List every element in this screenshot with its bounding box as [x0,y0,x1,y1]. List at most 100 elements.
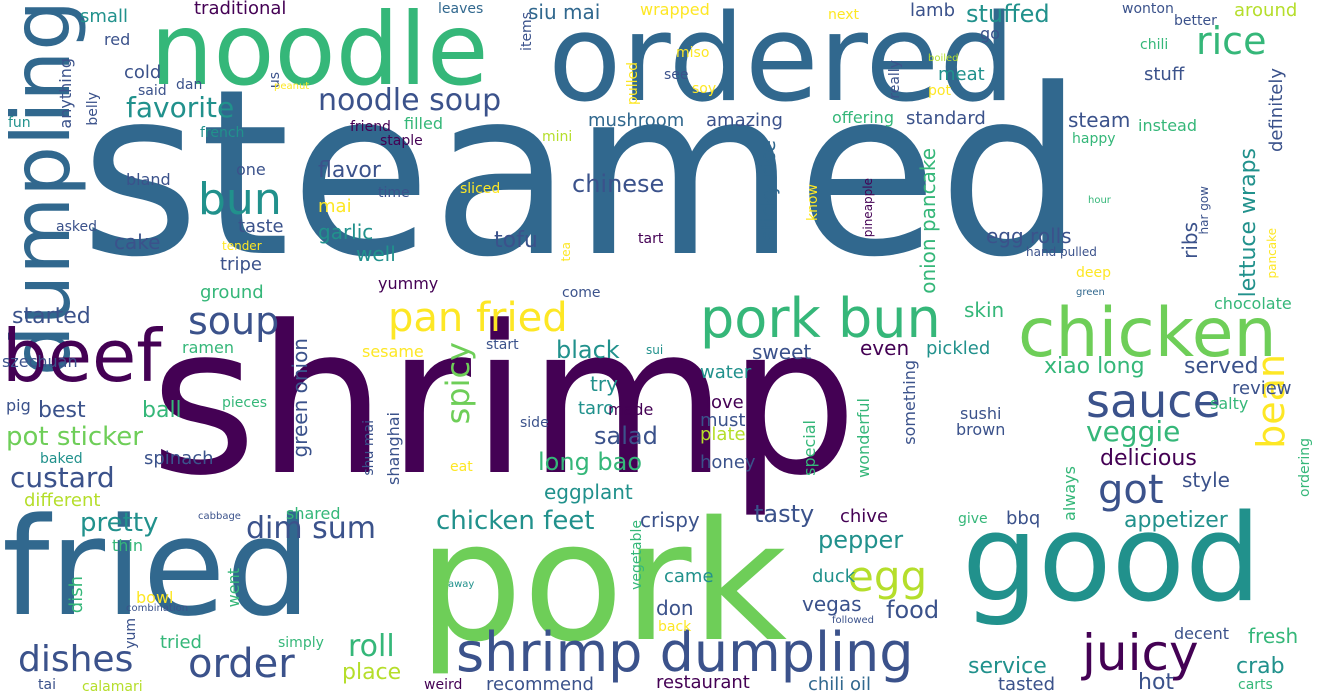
cloud-word: came [664,566,714,587]
cloud-word: stuffed [966,0,1050,28]
cloud-word: go [980,24,1000,43]
cloud-word: went [224,568,243,608]
cloud-word: favorite [126,91,235,124]
cloud-word: miso [676,45,710,61]
cloud-word: skin [964,298,1005,322]
cloud-word: lamb [910,0,955,21]
cloud-word: cake [114,230,161,254]
cloud-word: wonton [1122,1,1174,17]
cloud-word: veggie [1086,415,1181,448]
cloud-word: sushi [960,404,1002,423]
cloud-word: place [342,660,402,685]
cloud-word: offering [832,108,894,127]
cloud-word: cold [124,62,162,83]
cloud-word: hand pulled [1026,245,1097,259]
cloud-word: tai [38,677,56,693]
cloud-word: dish [66,576,87,614]
cloud-word: something [900,360,919,445]
cloud-word: egg [848,552,928,601]
cloud-word: noodle [150,0,489,108]
cloud-word: love [706,392,744,413]
cloud-word: food [886,596,940,624]
cloud-word: amazing [706,110,783,131]
cloud-word: tea [559,242,573,262]
cloud-word: thin [112,536,143,555]
cloud-word: one [236,160,266,179]
cloud-word: really [887,60,903,99]
cloud-word: long bao [538,448,643,476]
cloud-word: tofu [494,228,538,253]
cloud-word: shared [286,504,341,523]
cloud-word: bland [126,170,171,189]
cloud-word: salad [594,422,658,450]
cloud-word: vegetable [629,520,645,590]
cloud-word: red [104,30,131,49]
cloud-word: brown [956,420,1006,439]
cloud-word: sweet [752,340,812,364]
cloud-word: know [805,184,821,221]
cloud-word: give [958,511,988,527]
cloud-word: made [608,400,654,419]
cloud-word: shu mai [361,420,377,476]
cloud-word: soup [188,299,280,343]
cloud-word: siu mai [528,0,601,24]
cloud-word: dan [176,77,203,93]
cloud-word: tasty [754,500,815,528]
cloud-word: chive [840,506,889,527]
cloud-word: start [486,337,519,353]
cloud-word: chicken [1018,294,1277,373]
cloud-word: sui [646,343,664,357]
cloud-word: mushroom [588,110,685,131]
cloud-word: chicken feet [436,506,595,536]
cloud-word: good [962,490,1262,629]
cloud-word: got [1098,467,1164,513]
cloud-word: crispy [640,508,700,532]
cloud-word: tart [638,231,664,247]
cloud-word: calamari [82,679,143,695]
cloud-word: wrapped [640,0,710,19]
cloud-word: bowl [136,588,174,607]
cloud-word: around [1234,0,1298,21]
cloud-word: small [80,6,128,27]
cloud-word: french [200,125,245,141]
cloud-word: belly [85,92,101,126]
cloud-word: water [700,362,752,383]
cloud-word: order [188,641,295,687]
cloud-word: ramen [182,338,234,357]
cloud-word: taro [578,398,615,419]
cloud-word: followed [832,615,874,626]
cloud-word: rice [1196,19,1267,63]
cloud-word: szechuan [2,352,78,371]
cloud-word: best [38,398,86,423]
cloud-word: next [828,7,860,23]
cloud-word: style [1182,468,1230,492]
cloud-word: ordering [1297,438,1313,497]
cloud-word: pretty [80,508,159,538]
cloud-word: chinese [572,170,665,198]
cloud-word: mai [318,196,352,217]
cloud-word: see [664,67,689,83]
cloud-word: honey [700,452,756,473]
cloud-word: fun [8,115,31,131]
cloud-word: friend [350,119,391,135]
cloud-word: leaves [438,1,484,17]
cloud-word: asked [56,219,97,235]
cloud-word: bbq [1006,508,1041,529]
cloud-word: staple [380,133,423,149]
cloud-word: juicy [1082,624,1199,682]
cloud-word: review [1232,378,1292,399]
cloud-word: soy [692,81,717,97]
cloud-word: pieces [222,395,267,411]
cloud-word: wonderful [854,398,873,478]
cloud-word: lettuce wraps [1236,148,1261,298]
cloud-word: special [800,420,819,476]
cloud-word: service [968,654,1047,679]
cloud-word: carts [1238,677,1273,693]
cloud-word: deep [1076,265,1111,281]
cloud-word: served [1184,354,1259,379]
cloud-word: pan fried [388,295,568,341]
cloud-word: beef [2,314,162,398]
cloud-word: started [12,304,91,329]
cloud-word: hot [1138,670,1175,695]
cloud-word: pork bun [700,287,941,350]
